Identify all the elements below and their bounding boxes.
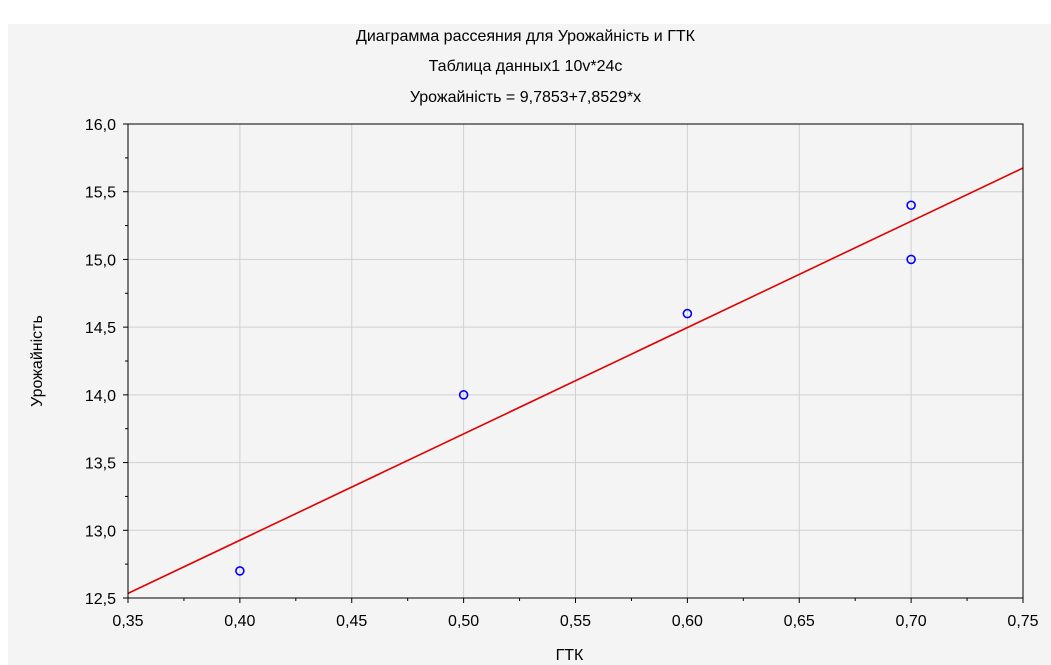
- y-tick-label: 12,5: [85, 591, 116, 608]
- x-tick-label: 0,60: [672, 613, 703, 630]
- x-tick-label: 0,40: [224, 613, 255, 630]
- x-tick-label: 0,75: [1007, 613, 1038, 630]
- x-tick-label: 0,35: [112, 613, 143, 630]
- y-tick-label: 13,0: [85, 523, 116, 540]
- x-tick-label: 0,50: [448, 613, 479, 630]
- data-point: [235, 566, 245, 576]
- x-tick-label: 0,55: [560, 613, 591, 630]
- regression-equation: Урожайність = 9,7853+7,8529*x: [409, 89, 642, 106]
- x-axis-title: ГТК: [556, 647, 584, 664]
- x-tick-label: 0,45: [336, 613, 367, 630]
- y-tick-labels: 12,5 13,0 13,5 14,0 14,5 15,0 15,5 16,0: [85, 117, 116, 608]
- regression-line: [128, 167, 1023, 595]
- data-point: [906, 200, 916, 211]
- chart-title: Диаграмма рассеяния для Урожайність и ГТ…: [356, 28, 695, 45]
- data-point: [682, 308, 693, 319]
- tick-marks: [123, 123, 1024, 603]
- y-tick-label: 14,0: [85, 388, 116, 405]
- y-axis-title: Урожайність: [29, 315, 46, 407]
- data-point: [906, 254, 916, 265]
- x-tick-label: 0,65: [784, 613, 815, 630]
- chart-subtitle: Таблица данных1 10v*24c: [428, 58, 623, 75]
- y-tick-label: 15,0: [85, 252, 116, 269]
- grid-lines: [128, 124, 1023, 598]
- data-point: [458, 390, 469, 400]
- data-points: [235, 200, 916, 576]
- x-tick-label: 0,70: [896, 613, 927, 630]
- x-tick-labels: 0,35 0,40 0,45 0,50 0,55 0,60 0,65 0,70 0,75: [112, 613, 1038, 630]
- y-tick-label: 16,0: [85, 117, 116, 134]
- y-tick-label: 13,5: [85, 456, 116, 473]
- plot-border: [127, 123, 1024, 599]
- y-tick-label: 14,5: [85, 320, 116, 337]
- y-tick-label: 15,5: [85, 185, 116, 202]
